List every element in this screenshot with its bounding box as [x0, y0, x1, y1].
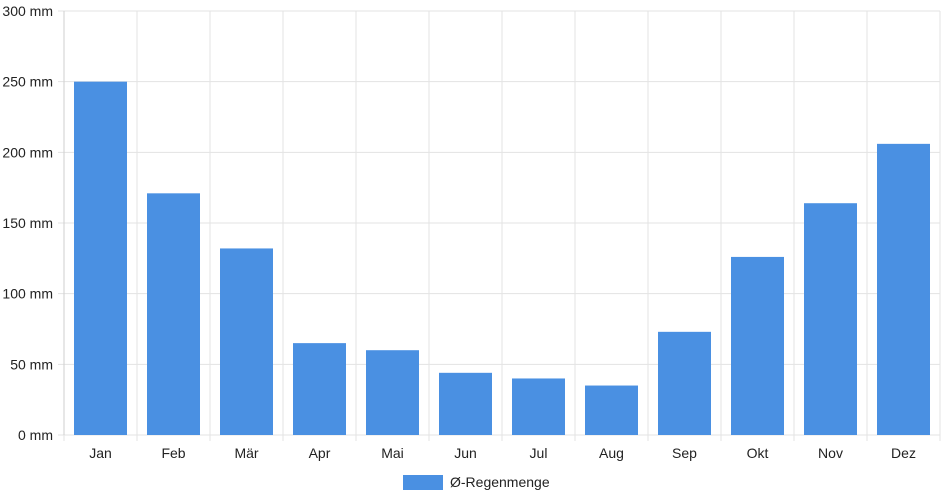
y-axis-ticks: 0 mm 50 mm 100 mm 150 mm 200 mm 250 mm 300 mm	[2, 3, 53, 443]
x-tick-label: Aug	[599, 445, 624, 461]
bar-jul[interactable]	[512, 378, 565, 435]
y-tick-label: 0 mm	[18, 427, 53, 443]
y-tick-label: 150 mm	[2, 215, 53, 231]
legend[interactable]: Ø-Regenmenge	[403, 474, 550, 490]
x-tick-label: Jul	[530, 445, 548, 461]
x-axis-ticks: Jan Feb Mär Apr Mai Jun Jul Aug Sep Okt Nov Dez	[89, 445, 916, 461]
bar-jun[interactable]	[439, 372, 492, 435]
y-tick-label: 300 mm	[2, 3, 53, 19]
legend-label[interactable]: Ø-Regenmenge	[450, 474, 550, 490]
x-tick-label: Sep	[672, 445, 697, 461]
x-tick-label: Mai	[381, 445, 404, 461]
x-tick-label: Okt	[747, 445, 769, 461]
y-tick-label: 100 mm	[2, 286, 53, 302]
bar-mai[interactable]	[366, 350, 419, 435]
bar-feb[interactable]	[147, 193, 200, 435]
x-tick-label: Jan	[89, 445, 112, 461]
x-tick-label: Mär	[234, 445, 258, 461]
bar-dez[interactable]	[877, 143, 930, 435]
x-tick-label: Nov	[818, 445, 843, 461]
bar-series	[74, 81, 930, 436]
bar-aug[interactable]	[585, 385, 638, 435]
grid-lines	[58, 10, 941, 441]
y-tick-label: 50 mm	[10, 356, 53, 372]
x-tick-label: Dez	[891, 445, 916, 461]
x-tick-label: Jun	[454, 445, 477, 461]
bar-sep[interactable]	[658, 331, 711, 435]
bar-apr[interactable]	[293, 343, 346, 435]
x-tick-label: Apr	[309, 445, 331, 461]
bar-mär[interactable]	[220, 248, 273, 435]
bar-jan[interactable]	[74, 81, 127, 436]
legend-swatch[interactable]	[403, 475, 443, 490]
bar-okt[interactable]	[731, 256, 784, 435]
y-tick-label: 200 mm	[2, 144, 53, 160]
bar-nov[interactable]	[804, 203, 857, 435]
y-tick-label: 250 mm	[2, 74, 53, 90]
x-tick-label: Feb	[161, 445, 185, 461]
